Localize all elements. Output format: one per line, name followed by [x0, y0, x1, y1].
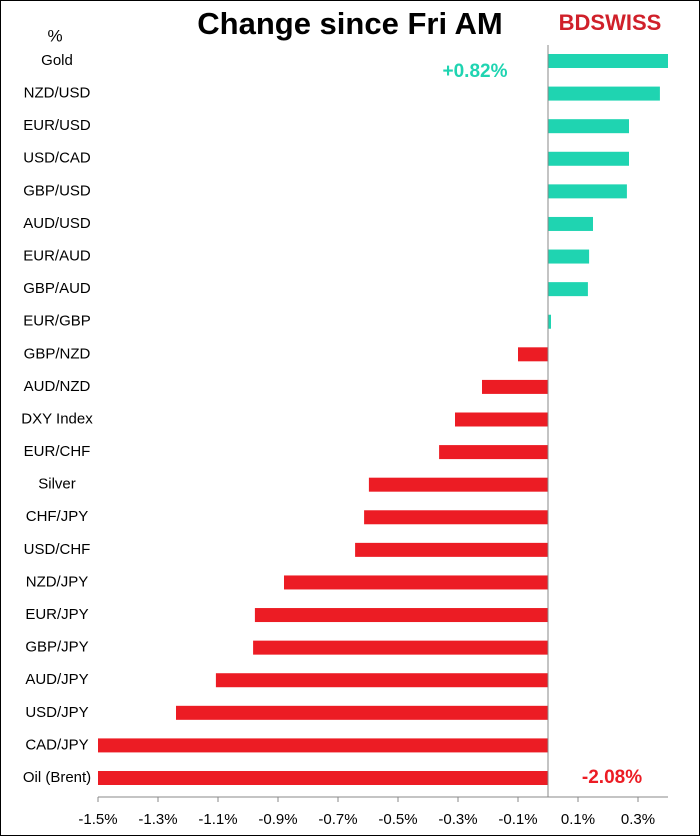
y-tick-label: Silver — [38, 476, 76, 493]
bar — [548, 119, 629, 134]
bar — [253, 640, 548, 655]
bar — [548, 86, 660, 101]
y-tick-label: NZD/JPY — [26, 573, 89, 590]
y-tick-label: AUD/NZD — [24, 378, 91, 395]
unit-label: % — [47, 26, 62, 45]
bar — [98, 738, 548, 753]
bar — [215, 673, 548, 688]
y-tick-label: EUR/GBP — [23, 313, 91, 330]
bar — [482, 379, 548, 394]
annotation: -2.08% — [582, 767, 642, 788]
bar — [355, 542, 548, 557]
bar — [176, 705, 548, 720]
y-tick-label: USD/JPY — [25, 704, 88, 721]
y-tick-label: GBP/JPY — [25, 639, 88, 656]
x-tick-label: -0.3% — [438, 811, 477, 828]
bar — [548, 151, 629, 166]
bar — [548, 314, 551, 329]
y-tick-label: AUD/USD — [23, 215, 91, 232]
bar — [364, 510, 548, 525]
y-tick-label: GBP/AUD — [23, 280, 91, 297]
y-tick-label: EUR/CHF — [24, 443, 91, 460]
x-tick-label: 0.1% — [561, 811, 595, 828]
bar — [548, 184, 627, 199]
bar — [284, 575, 548, 590]
bar — [254, 608, 548, 623]
x-tick-label: -1.5% — [78, 811, 117, 828]
x-tick-label: -1.3% — [138, 811, 177, 828]
x-tick-label: -0.9% — [258, 811, 297, 828]
logo: BDSWISS — [559, 10, 662, 35]
chart-title: Change since Fri AM — [197, 6, 502, 41]
y-tick-label: Oil (Brent) — [23, 769, 91, 786]
y-tick-label: EUR/USD — [23, 117, 91, 134]
y-tick-label: DXY Index — [21, 410, 93, 427]
bar — [439, 445, 548, 460]
y-tick-label: CHF/JPY — [26, 508, 89, 525]
x-tick-label: -0.1% — [498, 811, 537, 828]
y-tick-label: CAD/JPY — [25, 736, 88, 753]
y-tick-label: EUR/JPY — [25, 606, 88, 623]
bar — [98, 771, 548, 785]
bar — [548, 282, 588, 297]
bar — [548, 249, 590, 264]
y-tick-label: AUD/JPY — [25, 671, 88, 688]
x-tick-label: -1.1% — [198, 811, 237, 828]
y-tick-label: USD/CAD — [23, 150, 91, 167]
bar — [548, 54, 668, 68]
y-tick-label: NZD/USD — [24, 85, 91, 102]
annotation: +0.82% — [443, 61, 508, 82]
bar — [368, 477, 548, 492]
y-tick-label: Gold — [41, 52, 73, 69]
y-tick-label: EUR/AUD — [23, 248, 91, 265]
x-tick-label: 0.3% — [621, 811, 655, 828]
y-tick-label: GBP/USD — [23, 182, 91, 199]
bar — [455, 412, 548, 427]
x-tick-label: -0.5% — [378, 811, 417, 828]
bar — [548, 216, 593, 231]
y-tick-label: USD/CHF — [24, 541, 91, 558]
x-tick-label: -0.7% — [318, 811, 357, 828]
bar — [518, 347, 548, 362]
plot-area — [98, 54, 668, 785]
y-tick-label: GBP/NZD — [24, 345, 91, 362]
